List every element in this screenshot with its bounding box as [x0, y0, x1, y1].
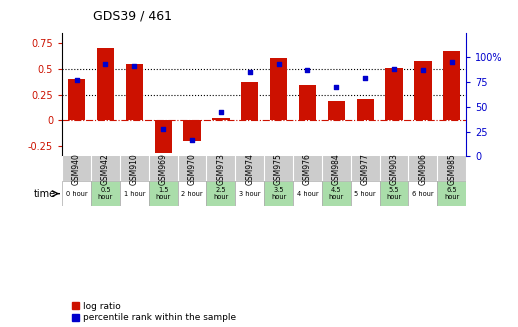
Text: 0 hour: 0 hour	[66, 191, 88, 197]
Bar	[443, 51, 461, 120]
Text: 6.5
hour: 6.5 hour	[444, 187, 459, 200]
Text: 1 hour: 1 hour	[124, 191, 145, 197]
Bar	[328, 101, 345, 120]
Bar	[356, 99, 374, 120]
Bar	[68, 79, 85, 120]
Bar	[385, 68, 402, 120]
Text: 6 hour: 6 hour	[412, 191, 434, 197]
Text: GSM940: GSM940	[72, 153, 81, 185]
Bar	[212, 118, 229, 120]
Point	[73, 77, 81, 83]
Bar	[120, 181, 149, 206]
Point	[102, 62, 110, 67]
Point	[419, 68, 427, 73]
Bar	[62, 181, 91, 206]
Text: GSM910: GSM910	[130, 153, 139, 185]
Text: GSM984: GSM984	[332, 153, 341, 185]
Bar	[299, 85, 316, 120]
Bar	[154, 120, 172, 153]
Text: 1.5
hour: 1.5 hour	[155, 187, 171, 200]
Bar	[270, 59, 287, 120]
Text: 4 hour: 4 hour	[297, 191, 318, 197]
Bar	[235, 181, 264, 206]
Bar	[414, 60, 431, 120]
Text: 2.5
hour: 2.5 hour	[213, 187, 228, 200]
Text: GSM973: GSM973	[217, 153, 225, 185]
Text: GSM977: GSM977	[361, 153, 370, 185]
Bar	[149, 181, 178, 206]
Point	[361, 76, 369, 81]
Bar	[322, 181, 351, 206]
Point	[217, 109, 225, 114]
Point	[332, 85, 340, 90]
Text: GSM970: GSM970	[188, 153, 196, 185]
Point	[304, 68, 312, 73]
Text: 2 hour: 2 hour	[181, 191, 203, 197]
Text: GSM942: GSM942	[101, 153, 110, 185]
Text: GSM906: GSM906	[419, 153, 427, 185]
Point	[188, 137, 196, 142]
Text: 5.5
hour: 5.5 hour	[386, 187, 401, 200]
Point	[130, 64, 138, 69]
Bar	[126, 64, 143, 120]
Point	[159, 126, 167, 131]
Text: 3 hour: 3 hour	[239, 191, 261, 197]
Bar	[183, 120, 200, 141]
Point	[275, 62, 283, 67]
Text: 4.5
hour: 4.5 hour	[329, 187, 344, 200]
Text: GSM975: GSM975	[274, 153, 283, 185]
Point	[390, 67, 398, 72]
Text: GSM974: GSM974	[245, 153, 254, 185]
Bar	[178, 181, 207, 206]
Text: GSM976: GSM976	[303, 153, 312, 185]
Text: time: time	[34, 189, 56, 198]
Bar	[409, 181, 437, 206]
Text: GDS39 / 461: GDS39 / 461	[93, 10, 172, 23]
Bar	[437, 181, 466, 206]
Bar	[97, 48, 114, 120]
Text: 3.5
hour: 3.5 hour	[271, 187, 286, 200]
Text: GSM903: GSM903	[390, 153, 398, 185]
Text: GSM985: GSM985	[447, 153, 456, 185]
Bar	[264, 181, 293, 206]
Bar	[207, 181, 235, 206]
Bar	[241, 82, 258, 120]
Text: GSM969: GSM969	[159, 153, 168, 185]
Legend: log ratio, percentile rank within the sample: log ratio, percentile rank within the sa…	[72, 302, 236, 322]
Point	[448, 60, 456, 65]
Point	[246, 70, 254, 75]
Text: 5 hour: 5 hour	[354, 191, 376, 197]
Bar	[293, 181, 322, 206]
Text: 0.5
hour: 0.5 hour	[98, 187, 113, 200]
Bar	[351, 181, 380, 206]
Bar	[380, 181, 409, 206]
Bar	[91, 181, 120, 206]
